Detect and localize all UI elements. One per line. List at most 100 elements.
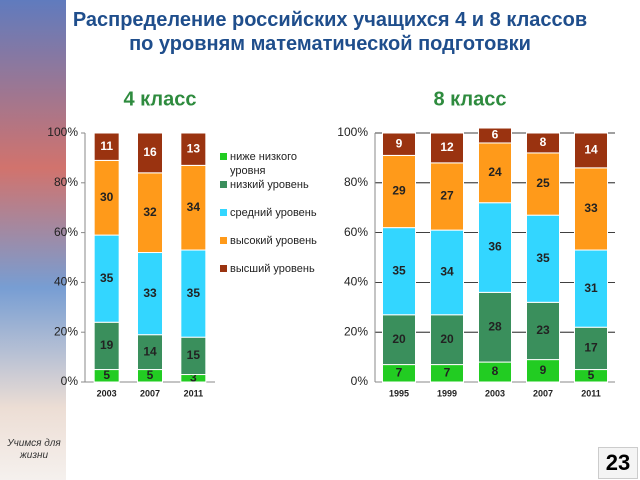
bar-segment bbox=[430, 314, 464, 366]
y-tick-label: 60% bbox=[344, 225, 368, 239]
legend-label: ниже низкого уровня bbox=[230, 151, 297, 177]
data-label: 8 bbox=[540, 135, 547, 149]
data-label: 14 bbox=[584, 143, 598, 157]
y-tick-label: 40% bbox=[344, 275, 368, 289]
data-label: 11 bbox=[100, 139, 113, 153]
logo-text: Учимся для жизни bbox=[7, 438, 61, 461]
legend-swatch bbox=[220, 181, 227, 188]
bar-segment bbox=[574, 249, 608, 328]
data-label: 5 bbox=[147, 368, 154, 382]
x-tick-label: 1995 bbox=[389, 388, 409, 398]
data-label: 14 bbox=[143, 344, 157, 358]
x-tick-label: 2011 bbox=[184, 388, 204, 398]
bar-segment bbox=[574, 326, 608, 371]
bar-segment bbox=[93, 234, 120, 323]
y-tick-label: 100% bbox=[337, 125, 368, 139]
legend-swatch bbox=[220, 265, 227, 272]
data-label: 32 bbox=[143, 205, 157, 219]
data-label: 24 bbox=[488, 165, 502, 179]
legend-item: ниже низкого уровня bbox=[220, 150, 318, 178]
legend-item: высший уровень bbox=[220, 262, 318, 276]
bar-segment bbox=[180, 249, 207, 338]
page-number: 23 bbox=[598, 447, 638, 479]
data-label: 7 bbox=[396, 365, 403, 379]
data-label: 17 bbox=[584, 341, 598, 355]
bar-segment bbox=[430, 162, 464, 231]
y-tick-label: 40% bbox=[54, 275, 78, 289]
bar-segment bbox=[574, 132, 608, 169]
data-label: 34 bbox=[440, 265, 454, 279]
data-label: 35 bbox=[187, 286, 201, 300]
data-label: 34 bbox=[187, 200, 201, 214]
legend-item: высокий уровень bbox=[220, 234, 318, 248]
data-label: 20 bbox=[440, 332, 454, 346]
bar-segment bbox=[93, 159, 120, 236]
y-tick-label: 80% bbox=[344, 175, 368, 189]
bar-segment bbox=[478, 127, 512, 144]
y-tick-label: 100% bbox=[47, 125, 78, 139]
bar-segment bbox=[382, 132, 416, 156]
data-label: 9 bbox=[396, 136, 403, 150]
bar-segment bbox=[137, 252, 163, 336]
y-tick-label: 60% bbox=[54, 225, 78, 239]
x-tick-label: 2007 bbox=[533, 388, 553, 398]
bar-segment bbox=[382, 227, 416, 316]
data-label: 5 bbox=[588, 368, 595, 382]
data-label: 20 bbox=[392, 332, 406, 346]
x-tick-label: 2011 bbox=[581, 388, 601, 398]
data-label: 29 bbox=[392, 184, 406, 198]
y-tick-label: 0% bbox=[351, 374, 369, 388]
x-tick-label: 2007 bbox=[140, 388, 160, 398]
y-tick-label: 80% bbox=[54, 175, 78, 189]
bar-segment bbox=[180, 336, 207, 376]
data-label: 27 bbox=[440, 189, 454, 203]
bar-segment bbox=[93, 321, 120, 371]
bar-segment bbox=[526, 152, 560, 216]
legend-swatch bbox=[220, 237, 227, 244]
legend-label: низкий уровень bbox=[230, 179, 309, 191]
legend-item: средний уровень bbox=[220, 206, 318, 220]
data-label: 30 bbox=[100, 190, 114, 204]
chart-subtitle: 4 класс bbox=[123, 88, 196, 110]
bar-segment bbox=[180, 132, 207, 166]
side-decoration bbox=[0, 0, 66, 480]
bar-segment bbox=[478, 291, 512, 363]
x-tick-label: 2003 bbox=[97, 388, 117, 398]
bar-segment bbox=[478, 202, 512, 293]
data-label: 15 bbox=[187, 348, 201, 362]
data-label: 35 bbox=[100, 271, 114, 285]
data-label: 35 bbox=[536, 251, 550, 265]
data-label: 28 bbox=[488, 319, 502, 333]
x-tick-label: 2003 bbox=[485, 388, 505, 398]
bar-segment bbox=[574, 167, 608, 251]
bar-segment bbox=[93, 132, 120, 161]
data-label: 5 bbox=[103, 368, 110, 382]
data-label: 6 bbox=[492, 128, 499, 142]
slide-title: Распределение российских учащихся 4 и 8 … bbox=[72, 9, 588, 55]
bar-segment bbox=[180, 164, 207, 251]
data-label: 23 bbox=[536, 323, 550, 337]
data-label: 33 bbox=[584, 201, 598, 215]
y-tick-label: 0% bbox=[61, 374, 79, 388]
legend-label: высокий уровень bbox=[230, 235, 317, 247]
legend-label: высший уровень bbox=[230, 263, 315, 275]
data-label: 25 bbox=[536, 176, 550, 190]
bar-segment bbox=[526, 132, 560, 154]
data-label: 13 bbox=[187, 141, 201, 155]
legend-item: низкий уровень bbox=[220, 178, 318, 192]
data-label: 36 bbox=[488, 240, 502, 254]
data-label: 12 bbox=[440, 140, 454, 154]
data-label: 9 bbox=[540, 363, 547, 377]
chart-subtitle: 8 класс bbox=[433, 88, 506, 110]
data-label: 3 bbox=[190, 370, 197, 384]
data-label: 35 bbox=[392, 263, 406, 277]
bar-segment bbox=[137, 132, 163, 174]
y-tick-label: 20% bbox=[54, 324, 78, 338]
y-tick-label: 20% bbox=[344, 324, 368, 338]
bar-segment bbox=[137, 334, 163, 371]
legend-swatch bbox=[220, 209, 227, 216]
bar-segment bbox=[382, 154, 416, 229]
legend-label: средний уровень bbox=[230, 207, 317, 219]
